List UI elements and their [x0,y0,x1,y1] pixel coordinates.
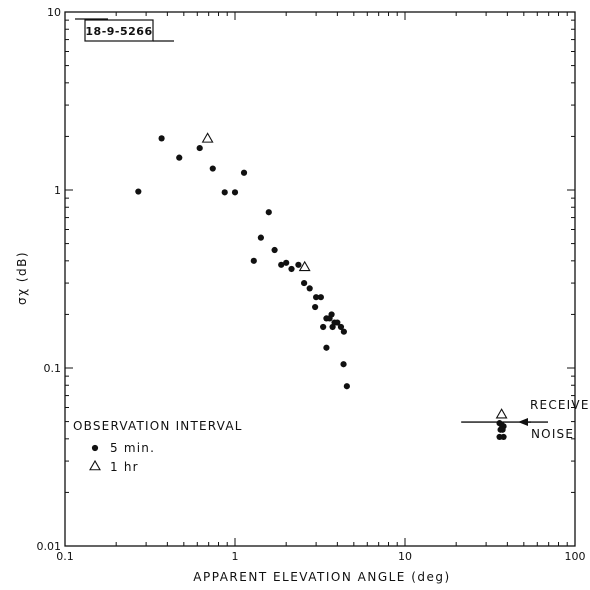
data-point-1hr [201,132,214,143]
legend-label-5min: 5 min. [110,441,155,455]
data-point-5min [250,257,257,264]
data-point-5min [209,165,216,172]
data-point-1hr [298,260,311,272]
legend-title: OBSERVATION INTERVAL [73,419,243,433]
data-point-5min [135,188,142,195]
data-point-5min [317,294,324,301]
data-point-5min [328,311,335,318]
data-point-5min [312,303,319,311]
y-tick-label: 1 [54,184,61,197]
x-tick-label: 100 [565,550,586,563]
data-point-5min [340,328,347,335]
data-point-5min [340,361,347,368]
data-point-5min [337,323,345,331]
x-tick-label: 10 [398,550,412,563]
data-point-5min [278,261,285,268]
data-point-5min [500,433,507,441]
receiver-noise-annotation [461,418,548,427]
legend-marker-1hr [89,459,101,471]
legend [89,444,101,471]
figure-id: 18-9-5266 [85,25,152,38]
data-point-5min [265,209,272,216]
y-axis-label: σχ (dB) [15,251,29,305]
plot-frame [64,11,576,547]
data-point-5min [196,144,203,152]
data-point-5min [221,189,228,196]
x-tick-label: 1 [232,550,239,563]
data-point-5min [306,285,313,292]
noise-arrow-head [518,418,528,427]
y-tick-label: 10 [47,6,61,19]
data-point-5min [158,135,165,142]
data-point-5min [231,189,239,196]
data-point-5min [295,261,302,268]
figure-id-box: 18-9-5266 [75,18,174,42]
data-point-5min [257,234,264,241]
data-point-5min [176,154,183,161]
plot-border [64,11,576,547]
data-point-5min [343,383,350,390]
y-tick-label: 0.01 [37,540,62,553]
data-points [135,132,508,441]
y-tick-label: 0.1 [44,362,62,375]
data-point-5min [313,294,320,301]
data-point-1hr [495,408,508,419]
x-axis-label: APPARENT ELEVATION ANGLE (deg) [193,570,450,584]
legend-label-1hr: 1 hr [110,460,139,474]
data-point-5min [320,323,327,331]
data-point-5min [301,279,308,287]
data-point-5min [271,246,278,254]
data-point-5min [323,344,330,351]
data-point-5min [283,259,290,266]
data-point-5min [499,426,506,433]
legend-marker-5min [91,444,99,452]
data-point-5min [288,265,295,273]
receiver-label: RECEIVER [530,398,590,412]
data-point-5min [334,319,341,326]
data-point-5min [240,169,248,176]
x-tick-label: 0.1 [56,550,74,563]
noise-label: NOISE [531,427,574,441]
